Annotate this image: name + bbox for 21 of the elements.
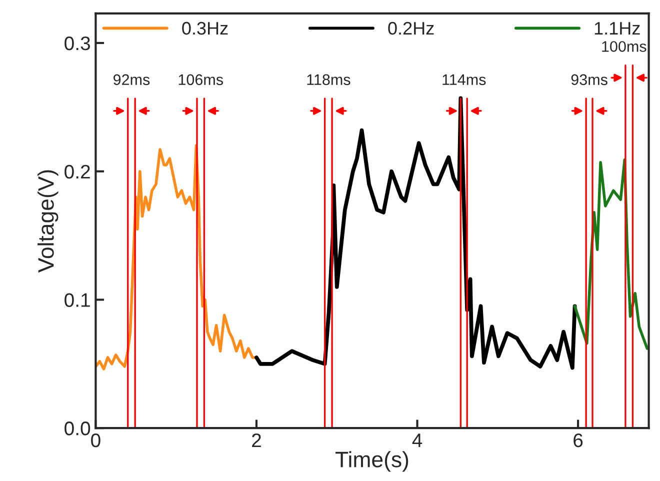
annotation: 106ms	[178, 74, 223, 86]
annotation: 92ms	[114, 74, 150, 86]
x-tick-label: 0	[91, 433, 100, 448]
x-axis-title: Time(s)	[336, 451, 408, 472]
annotation: 100ms	[602, 41, 646, 52]
y-tick-label: 0.3	[64, 36, 90, 50]
x-tick-label: 6	[574, 433, 583, 448]
y-axis-title: Voltage(V)	[38, 170, 58, 273]
line-series	[96, 144, 258, 370]
y-tick-label: 0.0	[64, 422, 90, 436]
line-series	[254, 96, 577, 370]
annotation: 114ms	[442, 74, 486, 86]
x-tick-label: 4	[412, 434, 422, 448]
x-tick-label: 2	[252, 433, 261, 448]
legend-label: 0.3Hz	[182, 22, 228, 35]
annotation: 118ms	[307, 74, 350, 86]
legend-label: 0.2Hz	[388, 22, 434, 35]
annotation: 93ms	[571, 74, 608, 86]
legend-label: 1.1Hz	[594, 22, 640, 35]
y-tick-label: 0.1	[64, 293, 90, 307]
y-tick-label: 0.2	[64, 164, 90, 179]
